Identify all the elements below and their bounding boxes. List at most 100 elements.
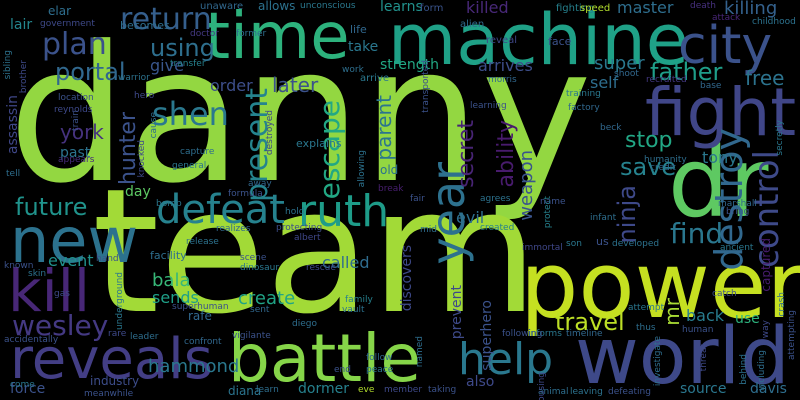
word-becomes: becomes — [120, 19, 170, 32]
word-training: training — [566, 89, 601, 99]
word-reynolds: reynolds — [54, 105, 93, 115]
word-arrives: arrives — [478, 56, 533, 75]
word-learning: learning — [470, 101, 507, 111]
word-ability: ability — [494, 120, 519, 188]
word-bring: bring — [726, 207, 750, 217]
word-sibling: sibling — [3, 50, 13, 80]
word-death: death — [690, 1, 716, 11]
word-dormer: dormer — [298, 381, 349, 397]
word-defeat: defeat — [156, 187, 285, 233]
word-son: son — [566, 239, 582, 249]
word-scene: scene — [240, 253, 267, 263]
word-childhood: childhood — [752, 17, 796, 27]
word-confront: confront — [184, 337, 222, 347]
word-catch: catch — [712, 289, 737, 299]
word-underground: underground — [115, 272, 125, 331]
word-rescue: rescue — [306, 263, 336, 273]
word-sent: sent — [250, 305, 270, 315]
word-hand: hand — [96, 254, 119, 264]
word-killed: killed — [466, 0, 509, 17]
word-us: us — [596, 235, 609, 248]
word-infant: infant — [590, 213, 617, 223]
word-hold: hold — [285, 207, 305, 217]
word-known: known — [4, 261, 34, 271]
word-behind: behind — [739, 354, 749, 385]
word-attempt: attempt — [628, 303, 665, 313]
word-human: human — [682, 325, 714, 335]
word-secret: secret — [454, 120, 479, 188]
word-housing: housing — [537, 372, 547, 400]
word-new: new — [10, 204, 139, 277]
word-humanity: humanity — [644, 155, 687, 165]
word-morris: morris — [488, 75, 517, 85]
word-danny: danny — [8, 6, 593, 225]
word-fight: fight — [645, 74, 797, 151]
word-city: city — [678, 16, 773, 76]
word-cause: cause — [149, 112, 159, 139]
word-force: force — [10, 381, 46, 397]
word-protecting: protecting — [276, 223, 323, 233]
word-back: back — [686, 306, 725, 325]
word-follow: follow — [366, 353, 393, 363]
word-location: location — [58, 93, 94, 103]
word-discovers: discovers — [399, 245, 415, 312]
word-base: base — [700, 81, 722, 91]
word-diego: diego — [292, 319, 317, 329]
word-dr: dr — [668, 127, 769, 239]
word-future: future — [15, 193, 88, 221]
word-albert: albert — [294, 233, 321, 243]
word-travel: travel — [555, 308, 625, 336]
word-peace: peace — [366, 365, 394, 375]
word-attack: attack — [712, 13, 741, 23]
word-take: take — [348, 39, 379, 55]
word-ninja: ninja — [613, 185, 641, 244]
word-battle: battle — [228, 320, 422, 397]
word-attempting: attempting — [787, 310, 797, 361]
word-including: including — [757, 350, 767, 391]
word-gas: gas — [54, 289, 70, 299]
word-york: york — [60, 120, 104, 144]
word-team: team — [92, 151, 539, 352]
word-portal: portal — [55, 58, 126, 86]
word-tony: tony — [702, 148, 738, 167]
word-bomb: bomb — [156, 199, 182, 209]
word-government: government — [40, 19, 95, 29]
word-assassin: assassin — [5, 95, 21, 155]
word-industry: industry — [90, 374, 140, 388]
word-come: come — [10, 380, 35, 390]
word-away: away — [248, 179, 272, 189]
word-ruth: ruth — [298, 186, 390, 237]
word-mr: mr — [660, 298, 684, 326]
word-mid: mid — [420, 225, 437, 235]
word-order: order — [210, 76, 253, 95]
word-allowing: allowing — [357, 150, 367, 188]
word-member: member — [384, 385, 423, 395]
word-captured: captured — [759, 238, 773, 292]
word-hammond: hammond — [148, 356, 240, 377]
word-weapon: weapon — [516, 150, 537, 221]
word-self: self — [590, 73, 619, 92]
word-superhuman: superhuman — [172, 302, 229, 312]
word-release: release — [186, 237, 219, 247]
word-defeating: defeating — [608, 387, 651, 397]
word-sends: sends — [152, 288, 199, 307]
word-plan: plan — [42, 27, 107, 62]
word-explains: explains — [296, 137, 342, 150]
word-allows: allows — [258, 0, 296, 13]
word-leaving: leaving — [570, 387, 603, 397]
word-called: called — [322, 253, 370, 272]
word-destroyed: destroyed — [265, 110, 275, 156]
word-find: find — [670, 217, 724, 250]
word-created: created — [480, 223, 515, 233]
word-evil: evil — [456, 208, 485, 227]
word-return: return — [120, 2, 212, 37]
word-arrive: arrive — [360, 73, 390, 84]
word-parent: parent — [372, 95, 396, 161]
word-leader: leader — [130, 332, 159, 342]
word-way: way — [761, 320, 771, 339]
word-event: event — [48, 251, 94, 270]
word-past: past — [60, 145, 91, 161]
word-former: former — [236, 29, 267, 39]
word-appears: appears — [58, 155, 95, 165]
word-threat: threat — [699, 344, 709, 372]
